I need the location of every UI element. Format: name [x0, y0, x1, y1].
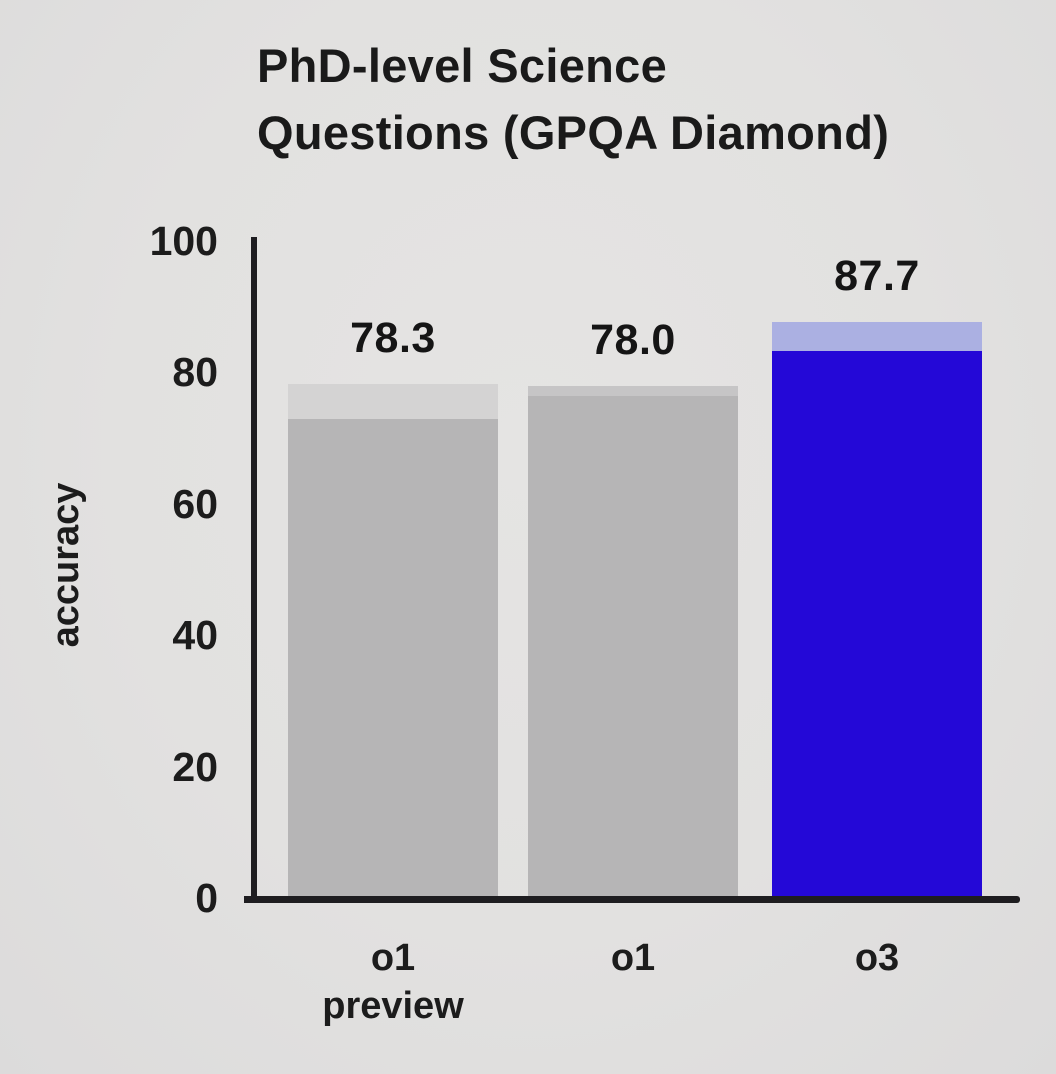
- x-category-label-line: o1: [610, 937, 656, 979]
- y-tick-label-40: 40: [172, 612, 218, 659]
- y-axis-line: [251, 237, 257, 903]
- bar-body-o1: [528, 396, 738, 901]
- x-category-label-line: o3: [854, 937, 900, 979]
- y-tick-label-100: 100: [149, 218, 218, 264]
- y-tick-label-20: 20: [172, 743, 218, 790]
- chart-title: PhD-level Science Questions (GPQA Diamon…: [257, 32, 1017, 166]
- bar-o1-preview: [288, 383, 498, 901]
- chart-title-line2: Questions (GPQA Diamond): [257, 106, 890, 159]
- y-tick-label-0: 0: [195, 875, 218, 921]
- x-category-label-line: preview: [322, 985, 464, 1027]
- bar-o1: [528, 385, 738, 901]
- value-label-o1: 78.0: [590, 315, 676, 364]
- bar-o3: [772, 321, 982, 901]
- x-category-label-o1: o1: [498, 934, 768, 982]
- value-label-o1-preview: 78.3: [350, 313, 436, 362]
- x-category-label-line: o1: [370, 937, 416, 979]
- chart-title-line1: PhD-level Science: [257, 39, 668, 92]
- y-tick-label-60: 60: [172, 480, 218, 527]
- value-label-o3: 87.7: [834, 251, 920, 300]
- x-axis-line: [244, 896, 1020, 903]
- bar-body-o1-preview: [288, 419, 498, 901]
- y-tick-label-80: 80: [172, 349, 218, 396]
- bar-body-o3: [772, 350, 982, 901]
- x-category-label-o1-preview: o1 preview: [258, 934, 528, 1030]
- x-category-label-o3: o3: [742, 934, 1012, 982]
